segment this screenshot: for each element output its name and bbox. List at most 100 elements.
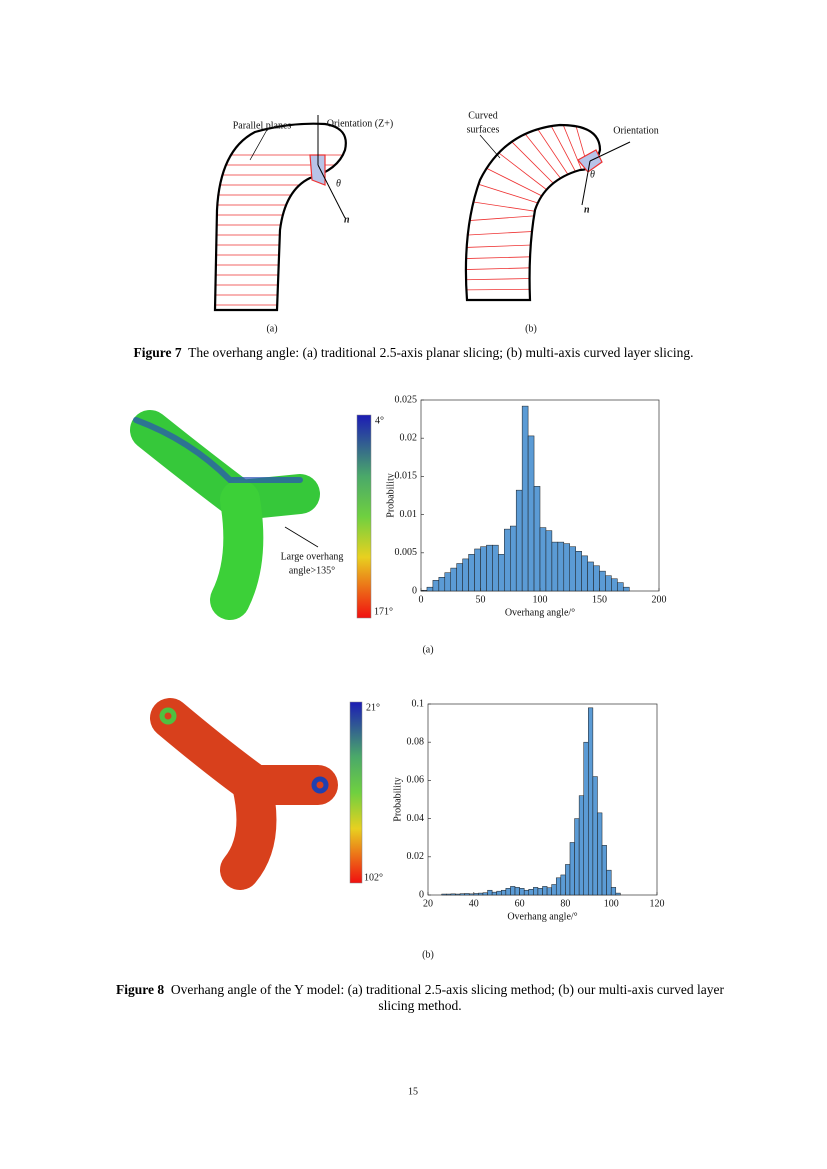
bar — [587, 561, 594, 592]
bar — [599, 570, 606, 592]
label: n — [584, 204, 590, 215]
annotation: Large overhang — [281, 551, 344, 562]
label: Curved — [468, 110, 497, 121]
panel-label: (b) — [422, 949, 434, 960]
bar — [569, 842, 575, 896]
panel-label: (b) — [525, 323, 537, 334]
caption: Figure 8 Overhang angle of the Y model: … — [110, 982, 730, 1014]
bar — [438, 576, 446, 592]
x-tick-label: 150 — [592, 594, 607, 605]
bar — [426, 586, 434, 592]
bar — [444, 572, 451, 592]
bar — [514, 887, 520, 896]
bar — [496, 890, 502, 896]
bar — [533, 486, 541, 592]
y-tick-label: 0.025 — [395, 394, 418, 405]
bar — [545, 530, 553, 592]
y-tick-label: 0.015 — [395, 471, 418, 482]
y-tick-label: 0.08 — [407, 736, 425, 747]
bar — [563, 543, 570, 592]
caption-text: The overhang angle: (a) traditional 2.5-… — [188, 345, 694, 360]
bar — [537, 888, 543, 896]
bar — [539, 527, 547, 592]
x-axis-label: Overhang angle/° — [507, 911, 577, 922]
bar — [501, 889, 507, 896]
colorbar — [349, 701, 363, 884]
colorbar-label: 171° — [374, 606, 393, 617]
part-outline — [213, 122, 347, 312]
bar — [601, 845, 607, 896]
label: Orientation — [613, 125, 659, 136]
x-tick-label: 60 — [515, 898, 525, 909]
y-tick-label: 0.02 — [400, 432, 418, 443]
x-tick-label: 100 — [604, 898, 619, 909]
caption-label: Figure 8 — [116, 982, 165, 997]
bar — [528, 889, 534, 896]
bar — [565, 864, 571, 896]
bar — [474, 548, 481, 592]
bar — [505, 888, 511, 896]
colorbar-label: 102° — [364, 872, 383, 883]
arrow — [589, 141, 631, 162]
page-number: 15 — [408, 1086, 418, 1097]
bar — [515, 489, 523, 592]
bar — [473, 893, 479, 896]
bar — [487, 889, 493, 896]
plot-area — [427, 703, 658, 896]
x-axis-label: Overhang angle/° — [505, 607, 575, 618]
label: Parallel planes — [233, 120, 292, 131]
bar — [611, 578, 618, 592]
y-model — [130, 410, 320, 620]
bar — [527, 435, 535, 592]
bar — [605, 575, 612, 592]
bar — [606, 869, 612, 896]
bar — [468, 554, 475, 592]
bar — [588, 707, 594, 896]
panel-label: (a) — [422, 644, 433, 655]
x-tick-label: 40 — [469, 898, 479, 909]
bar — [623, 586, 630, 592]
y-tick-label: 0.005 — [395, 547, 418, 558]
bar — [480, 546, 487, 592]
leader — [249, 127, 269, 161]
part-outline — [464, 123, 602, 302]
bar — [560, 874, 566, 896]
x-tick-label: 200 — [652, 594, 667, 605]
bar — [578, 795, 584, 896]
bar — [542, 886, 548, 896]
bar — [615, 892, 621, 896]
bar — [519, 888, 525, 896]
bar — [551, 884, 557, 896]
bar — [523, 889, 530, 896]
arrow — [581, 160, 591, 206]
bar — [521, 405, 529, 592]
y-tick-label: 0.01 — [400, 509, 418, 520]
x-tick-label: 120 — [650, 898, 665, 909]
bar — [432, 580, 440, 592]
bar — [551, 541, 559, 592]
bar — [478, 892, 484, 896]
colorbar-label: 21° — [366, 702, 380, 713]
leader — [479, 134, 501, 159]
bar — [581, 555, 588, 592]
bar — [555, 877, 562, 896]
label: surfaces — [467, 124, 500, 135]
bar — [510, 886, 516, 896]
bar — [441, 893, 447, 896]
bar — [456, 563, 463, 592]
bar — [486, 544, 493, 592]
bar — [450, 893, 456, 896]
bar — [492, 544, 499, 592]
bar — [446, 893, 452, 896]
bar — [597, 812, 603, 896]
bar — [491, 891, 497, 896]
bar — [569, 546, 576, 592]
bar — [504, 528, 511, 592]
y-tick-label: 0 — [412, 585, 417, 596]
bar — [468, 893, 475, 896]
y-tick-label: 0.06 — [407, 775, 425, 786]
panel-label: (a) — [266, 323, 277, 334]
annotation: angle>135° — [289, 565, 335, 576]
